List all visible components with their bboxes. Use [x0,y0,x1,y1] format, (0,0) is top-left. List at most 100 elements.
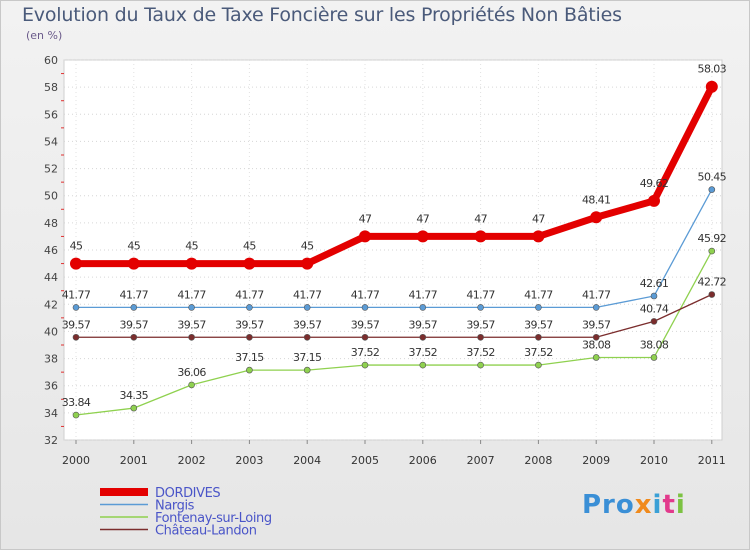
data-label: 42.61 [640,277,669,290]
data-point [477,333,484,341]
data-label: 41.77 [235,288,264,301]
data-point [361,304,369,311]
data-point [188,304,195,311]
data-point [708,186,716,193]
data-point [246,366,253,374]
y-tick-label: 52 [44,163,58,176]
y-tick-label: 60 [44,54,58,67]
data-label: 39.57 [293,318,322,331]
data-point [648,194,660,207]
chart-title: Evolution du Taux de Taxe Foncière sur l… [22,4,622,26]
y-tick-label: 48 [44,217,58,230]
data-point [592,304,600,311]
data-label: 36.06 [177,366,206,379]
data-point [419,304,427,311]
data-point [188,333,195,341]
y-tick-label: 36 [44,380,58,393]
data-point [361,333,369,341]
data-label: 41.77 [582,288,611,301]
data-point [535,333,542,341]
proxiti-logo: Proxiti [582,490,686,520]
legend-label: Nargis [155,499,195,514]
legend-label: Château-Landon [155,524,257,539]
data-point [246,304,253,311]
data-label: 47 [532,212,545,225]
logo-part: Pro [582,490,635,520]
data-label: 45 [301,240,314,253]
data-label: 37.15 [235,351,264,364]
x-tick-label: 2008 [524,454,552,467]
data-label: 49.62 [640,177,669,190]
data-point [592,354,600,361]
data-point [474,230,487,243]
data-label: 45 [243,240,256,253]
data-label: 38.08 [582,338,611,351]
data-label: 45.92 [698,232,727,245]
y-tick-label: 58 [44,81,58,94]
y-tick-label: 42 [44,298,58,311]
data-label: 58.03 [698,63,727,76]
data-point [188,381,195,389]
y-tick-label: 38 [44,353,58,366]
data-label: 41.77 [177,288,206,301]
data-label: 45 [70,240,83,253]
data-label: 33.84 [62,396,91,409]
data-point [650,292,658,300]
data-point [535,361,542,369]
data-label: 41.77 [293,288,322,301]
logo-part: i [652,490,663,520]
data-point [361,361,369,369]
data-label: 41.77 [466,288,495,301]
data-point [130,333,138,341]
data-label: 47 [474,212,487,225]
x-tick-label: 2000 [62,454,90,467]
logo-part: i [675,490,686,520]
data-point [650,318,658,325]
data-point [477,361,484,369]
data-point [130,404,138,412]
data-label: 34.35 [120,389,149,402]
legend-label: Fontenay-sur-Loing [155,511,272,526]
logo-part: x [634,490,653,520]
data-point [70,257,82,270]
data-label: 45 [127,240,140,253]
data-label: 42.72 [698,276,727,289]
data-label: 39.57 [62,318,91,331]
series-line-dordives [72,83,716,268]
data-label: 39.57 [524,318,553,331]
series-line-ch-teau-landon [75,293,713,338]
y-tick-label: 32 [44,434,58,447]
data-point [303,333,311,341]
data-point [303,366,311,374]
data-point [535,304,542,311]
y-tick-label: 40 [44,325,58,338]
data-label: 38.08 [640,338,669,351]
x-tick-label: 2007 [467,454,495,467]
y-tick-label: 50 [44,190,58,203]
x-tick-label: 2003 [235,454,263,467]
data-label: 47 [416,212,429,225]
data-point [185,257,198,270]
unit-note: (en %) [26,29,63,42]
y-tick-label: 56 [44,108,58,121]
data-point [592,333,600,341]
data-label: 39.57 [582,318,611,331]
data-label: 37.52 [351,346,380,359]
data-label: 48.41 [582,193,611,206]
data-point [705,80,718,93]
data-point [72,411,80,419]
data-point [72,304,80,311]
data-label: 45 [185,240,198,253]
data-label: 37.52 [524,346,553,359]
data-label: 41.77 [524,288,553,301]
y-tick-label: 44 [44,271,58,284]
data-label: 39.57 [351,318,380,331]
data-point [419,333,427,341]
data-label: 37.52 [466,346,495,359]
data-label: 39.57 [177,318,206,331]
data-point [416,230,429,243]
data-label: 41.77 [351,288,380,301]
data-point [246,333,253,341]
x-tick-label: 2010 [640,454,668,467]
series-line-nargis [75,188,713,309]
